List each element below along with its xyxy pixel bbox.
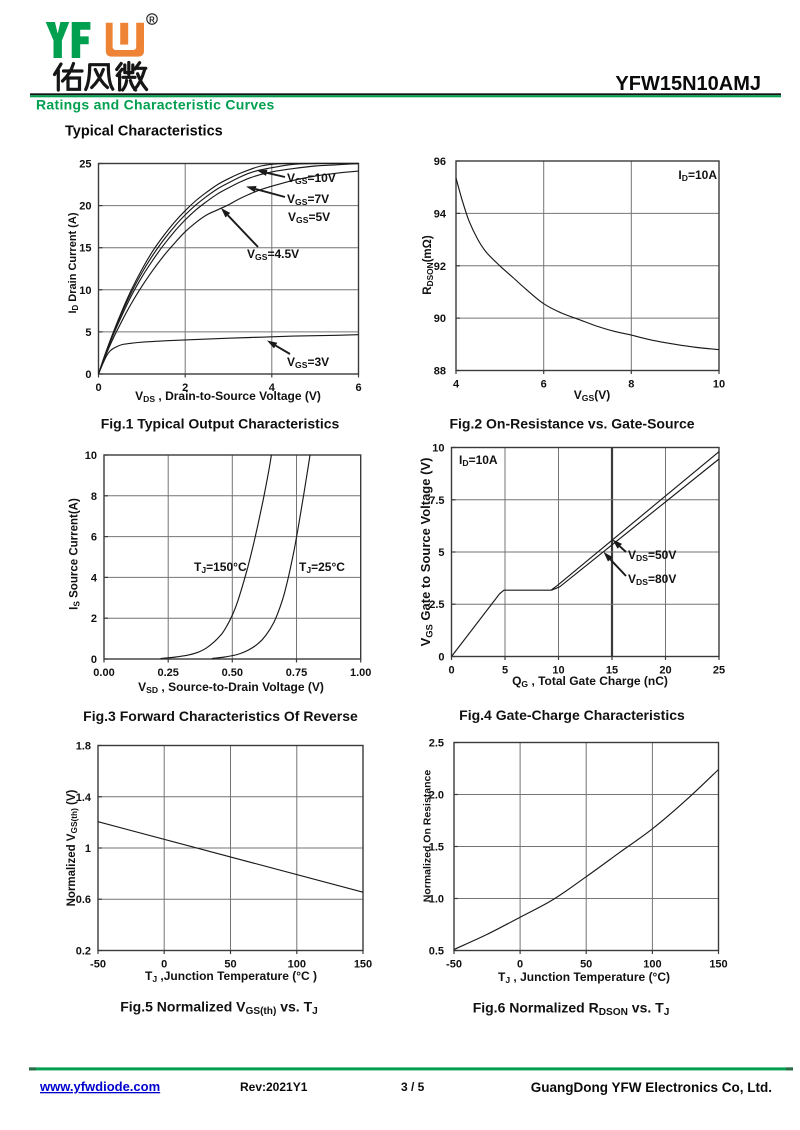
svg-text:4: 4	[453, 379, 460, 391]
svg-text:96: 96	[434, 156, 446, 168]
svg-text:IS Source Current(A): IS Source Current(A)	[69, 498, 82, 610]
svg-text:1.00: 1.00	[350, 667, 371, 679]
svg-text:0: 0	[448, 665, 454, 677]
svg-text:0.00: 0.00	[93, 667, 114, 679]
svg-text:Fig.2 On-Resistance vs. Gate-S: Fig.2 On-Resistance vs. Gate-Source	[449, 416, 694, 432]
svg-text:1.4: 1.4	[76, 792, 92, 804]
svg-text:VDS=80V: VDS=80V	[628, 572, 676, 587]
svg-text:Fig.6 Normalized RDSON vs. TJ: Fig.6 Normalized RDSON vs. TJ	[473, 1000, 670, 1019]
svg-text:0: 0	[91, 654, 97, 666]
svg-text:VGS=10V: VGS=10V	[287, 171, 336, 186]
svg-text:4: 4	[91, 572, 98, 584]
svg-text:2.5: 2.5	[429, 599, 444, 611]
svg-text:Normalized On Resistance: Normalized On Resistance	[422, 770, 434, 903]
svg-text:Fig.1 Typical Output Character: Fig.1 Typical Output Characteristics	[101, 416, 340, 432]
svg-text:QG , Total Gate Charge (nC): QG , Total Gate Charge (nC)	[512, 674, 668, 689]
svg-text:90: 90	[434, 313, 446, 325]
svg-text:VDS , Drain-to-Source Voltage: VDS , Drain-to-Source Voltage (V)	[135, 389, 321, 404]
svg-text:1.8: 1.8	[76, 741, 91, 753]
svg-text:2: 2	[182, 382, 188, 394]
svg-text:20: 20	[79, 201, 91, 213]
svg-text:4: 4	[269, 382, 276, 394]
svg-text:1: 1	[85, 843, 91, 855]
svg-text:VGS=3V: VGS=3V	[287, 355, 329, 370]
svg-text:0.2: 0.2	[76, 946, 91, 958]
svg-text:10: 10	[713, 379, 725, 391]
svg-text:VGS(V): VGS(V)	[574, 388, 610, 403]
svg-text:0: 0	[95, 382, 101, 394]
svg-text:Fig.5 Normalized VGS(th) vs. T: Fig.5 Normalized VGS(th) vs. TJ	[120, 999, 318, 1018]
svg-text:2: 2	[91, 613, 97, 625]
svg-text:10: 10	[85, 450, 97, 462]
svg-text:10: 10	[79, 285, 91, 297]
svg-text:0: 0	[438, 652, 444, 664]
svg-text:0: 0	[85, 369, 91, 381]
svg-text:88: 88	[434, 366, 446, 378]
svg-text:TJ=25°C: TJ=25°C	[299, 560, 345, 575]
svg-text:100: 100	[643, 959, 661, 971]
svg-text:6: 6	[91, 532, 97, 544]
svg-text:8: 8	[91, 491, 97, 503]
svg-text:RDSON(mΩ): RDSON(mΩ)	[422, 235, 435, 295]
svg-text:0.75: 0.75	[286, 667, 307, 679]
svg-text:R: R	[149, 16, 155, 25]
svg-text:25: 25	[713, 665, 725, 677]
svg-text:2.5: 2.5	[429, 738, 444, 750]
svg-text:94: 94	[434, 208, 447, 220]
svg-text:-50: -50	[446, 959, 462, 971]
svg-text:Typical Characteristics: Typical Characteristics	[65, 124, 223, 140]
svg-text:5: 5	[438, 547, 444, 559]
svg-text:0.25: 0.25	[157, 667, 178, 679]
svg-text:0: 0	[161, 959, 167, 971]
svg-text:150: 150	[354, 959, 372, 971]
svg-text:10: 10	[552, 665, 564, 677]
svg-text:0.5: 0.5	[429, 946, 444, 958]
svg-text:VSD , Source-to-Drain Voltage: VSD , Source-to-Drain Voltage (V)	[138, 680, 324, 695]
svg-text:1.0: 1.0	[429, 894, 444, 906]
svg-text:VDS=50V: VDS=50V	[628, 548, 676, 563]
svg-text:10: 10	[432, 443, 444, 455]
svg-text:7.5: 7.5	[429, 495, 444, 507]
svg-text:15: 15	[606, 665, 618, 677]
svg-text:50: 50	[224, 959, 236, 971]
svg-text:25: 25	[79, 159, 91, 171]
svg-text:Rev:2021Y1: Rev:2021Y1	[240, 1080, 308, 1094]
svg-text:Normalized VGS(th) (V): Normalized VGS(th) (V)	[66, 789, 79, 906]
svg-text:5: 5	[85, 327, 91, 339]
svg-text:6: 6	[541, 379, 547, 391]
svg-text:Fig.3 Forward Characteristics: Fig.3 Forward Characteristics Of Reverse	[83, 708, 358, 724]
svg-text:TJ ,Junction Temperature (°C ): TJ ,Junction Temperature (°C )	[145, 969, 317, 984]
svg-text:VGS Gate to Source Voltage (V: VGS Gate to Source Voltage (V)	[418, 458, 434, 647]
svg-text:ID=10A: ID=10A	[459, 453, 498, 468]
svg-text:VGS=5V: VGS=5V	[288, 210, 330, 225]
svg-text:GuangDong YFW Electronics Co,: GuangDong YFW Electronics Co, Ltd.	[531, 1080, 772, 1095]
svg-text:50: 50	[580, 959, 592, 971]
svg-text:VGS=7V: VGS=7V	[287, 192, 329, 207]
svg-text:-50: -50	[90, 959, 106, 971]
svg-text:100: 100	[288, 959, 306, 971]
svg-text:ID=10A: ID=10A	[678, 168, 717, 183]
svg-text:0.6: 0.6	[76, 894, 91, 906]
svg-text:ID Drain Current (A): ID Drain Current (A)	[67, 212, 80, 313]
svg-text:15: 15	[79, 243, 91, 255]
svg-text:VGS=4.5V: VGS=4.5V	[247, 247, 299, 262]
svg-text:3 / 5: 3 / 5	[401, 1080, 425, 1094]
svg-text:YFW15N10AMJ: YFW15N10AMJ	[615, 73, 761, 95]
svg-text:150: 150	[709, 959, 727, 971]
svg-text:8: 8	[628, 379, 634, 391]
svg-text:0.50: 0.50	[222, 667, 243, 679]
svg-text:www.yfwdiode.com: www.yfwdiode.com	[39, 1079, 160, 1094]
svg-text:5: 5	[502, 665, 508, 677]
svg-text:TJ=150°C: TJ=150°C	[194, 560, 247, 575]
svg-text:2.0: 2.0	[429, 790, 444, 802]
svg-text:TJ , Junction Temperature (°C): TJ , Junction Temperature (°C)	[498, 970, 670, 985]
svg-text:1.5: 1.5	[429, 842, 444, 854]
svg-text:92: 92	[434, 261, 446, 273]
svg-text:20: 20	[659, 665, 671, 677]
svg-text:Ratings and Characteristic Cur: Ratings and Characteristic Curves	[36, 97, 275, 113]
svg-text:Fig.4 Gate-Charge Characterist: Fig.4 Gate-Charge Characteristics	[459, 707, 685, 723]
svg-text:0: 0	[517, 959, 523, 971]
svg-text:6: 6	[355, 382, 361, 394]
